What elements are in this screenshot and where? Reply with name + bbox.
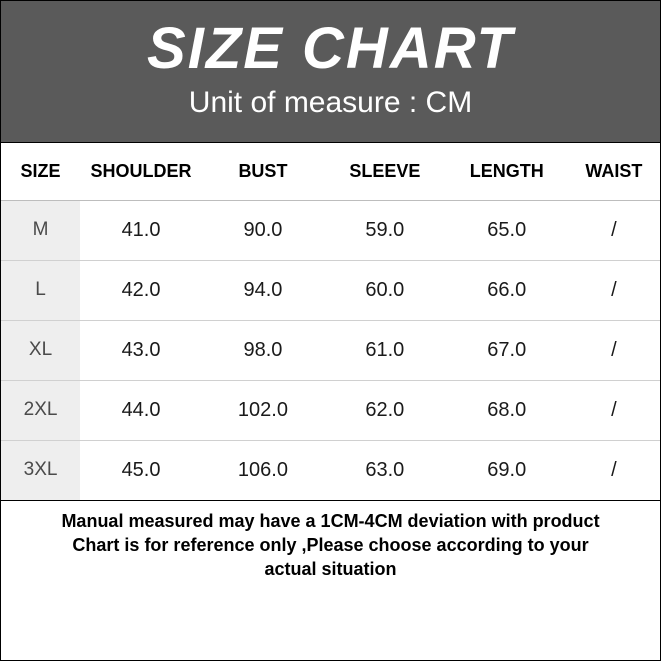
- table-row: M 41.0 90.0 59.0 65.0 /: [1, 200, 660, 260]
- col-length: LENGTH: [446, 143, 568, 201]
- table-header-row: SIZE SHOULDER BUST SLEEVE LENGTH WAIST: [1, 143, 660, 201]
- col-waist: WAIST: [568, 143, 660, 201]
- cell-length: 68.0: [446, 380, 568, 440]
- cell-size: L: [1, 260, 80, 320]
- cell-bust: 106.0: [202, 440, 324, 500]
- cell-bust: 98.0: [202, 320, 324, 380]
- cell-size: 2XL: [1, 380, 80, 440]
- footer-line2: Chart is for reference only ,Please choo…: [11, 533, 650, 557]
- footer-line1: Manual measured may have a 1CM-4CM devia…: [11, 509, 650, 533]
- cell-size: M: [1, 200, 80, 260]
- cell-sleeve: 60.0: [324, 260, 446, 320]
- cell-waist: /: [568, 440, 660, 500]
- cell-waist: /: [568, 200, 660, 260]
- cell-sleeve: 63.0: [324, 440, 446, 500]
- cell-shoulder: 44.0: [80, 380, 202, 440]
- size-chart-container: SIZE CHART Unit of measure : CM SIZE SHO…: [0, 0, 661, 661]
- cell-sleeve: 59.0: [324, 200, 446, 260]
- chart-title: SIZE CHART: [1, 19, 660, 80]
- cell-length: 65.0: [446, 200, 568, 260]
- cell-shoulder: 43.0: [80, 320, 202, 380]
- chart-header: SIZE CHART Unit of measure : CM: [1, 1, 660, 143]
- cell-length: 69.0: [446, 440, 568, 500]
- cell-size: 3XL: [1, 440, 80, 500]
- cell-length: 67.0: [446, 320, 568, 380]
- col-size: SIZE: [1, 143, 80, 201]
- cell-waist: /: [568, 380, 660, 440]
- cell-length: 66.0: [446, 260, 568, 320]
- cell-waist: /: [568, 320, 660, 380]
- footer-line3: actual situation: [11, 557, 650, 581]
- table-row: 3XL 45.0 106.0 63.0 69.0 /: [1, 440, 660, 500]
- cell-sleeve: 61.0: [324, 320, 446, 380]
- cell-shoulder: 45.0: [80, 440, 202, 500]
- cell-bust: 94.0: [202, 260, 324, 320]
- chart-subtitle: Unit of measure : CM: [1, 86, 660, 120]
- col-bust: BUST: [202, 143, 324, 201]
- cell-shoulder: 41.0: [80, 200, 202, 260]
- table-body: M 41.0 90.0 59.0 65.0 / L 42.0 94.0 60.0…: [1, 200, 660, 500]
- cell-size: XL: [1, 320, 80, 380]
- table-row: 2XL 44.0 102.0 62.0 68.0 /: [1, 380, 660, 440]
- cell-bust: 102.0: [202, 380, 324, 440]
- col-sleeve: SLEEVE: [324, 143, 446, 201]
- size-table: SIZE SHOULDER BUST SLEEVE LENGTH WAIST M…: [1, 143, 660, 501]
- table-row: XL 43.0 98.0 61.0 67.0 /: [1, 320, 660, 380]
- cell-waist: /: [568, 260, 660, 320]
- cell-shoulder: 42.0: [80, 260, 202, 320]
- cell-sleeve: 62.0: [324, 380, 446, 440]
- footer-note: Manual measured may have a 1CM-4CM devia…: [1, 501, 660, 588]
- cell-bust: 90.0: [202, 200, 324, 260]
- table-row: L 42.0 94.0 60.0 66.0 /: [1, 260, 660, 320]
- col-shoulder: SHOULDER: [80, 143, 202, 201]
